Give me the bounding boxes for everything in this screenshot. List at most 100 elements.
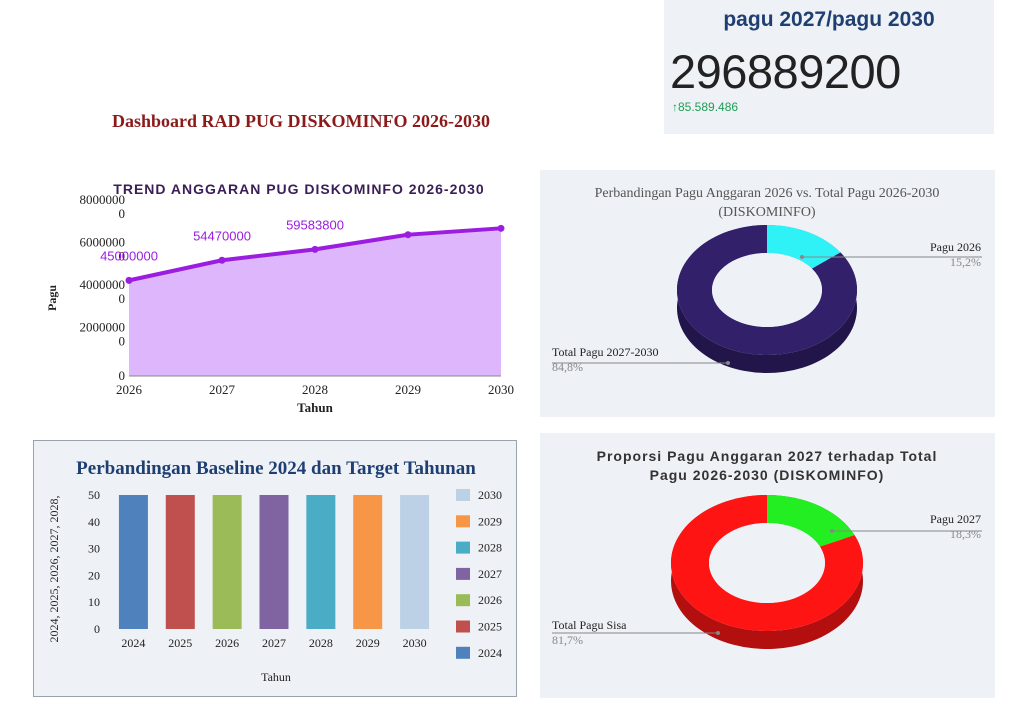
x-axis-label: Tahun: [297, 400, 333, 415]
slice-percent: 18,3%: [950, 527, 981, 541]
data-label: 59583800: [286, 217, 344, 232]
y-tick-label: 40: [88, 515, 100, 529]
donut-hole: [712, 253, 822, 327]
arrow-up-icon: ↑: [672, 100, 678, 114]
data-label: 54470000: [193, 228, 251, 243]
legend-swatch: [456, 620, 470, 633]
leader-dot: [726, 361, 730, 365]
legend-label: 2025: [478, 620, 502, 634]
x-tick-label: 2029: [356, 636, 380, 650]
data-point: [404, 231, 412, 239]
baseline-bar-chart: Perbandingan Baseline 2024 dan Target Ta…: [47, 458, 502, 684]
slice-label: Pagu 2027: [930, 512, 981, 526]
kpi-card: pagu 2027/pagu 2030 296889200 ↑85.589.48…: [664, 0, 994, 134]
donut-slice: [670, 495, 863, 631]
slice-percent: 84,8%: [552, 360, 583, 374]
y-tick-label: 6000000: [80, 235, 126, 250]
legend-label: 2029: [478, 514, 502, 528]
kpi-value: 296889200: [670, 45, 901, 98]
slice-label: Pagu 2026: [930, 240, 981, 254]
kpi-delta: ↑85.589.486: [672, 100, 738, 114]
chart-title: (DISKOMINFO): [718, 205, 816, 220]
x-tick-label: 2025: [168, 636, 192, 650]
bar: [353, 495, 383, 629]
y-tick-label: 30: [88, 542, 100, 556]
bar: [212, 495, 242, 629]
dashboard-title: Dashboard RAD PUG DISKOMINFO 2026-2030: [112, 111, 491, 131]
x-tick-label: 2024: [121, 636, 145, 650]
chart-title: Proporsi Pagu Anggaran 2027 terhadap Tot…: [597, 448, 938, 464]
slice-label: Total Pagu Sisa: [552, 618, 627, 632]
bar: [259, 495, 289, 629]
kpi-delta-value: 85.589.486: [678, 100, 739, 114]
x-axis-label: Tahun: [261, 670, 291, 684]
legend-swatch: [456, 489, 470, 501]
donut-2027-panel: Proporsi Pagu Anggaran 2027 terhadap Tot…: [540, 433, 995, 698]
y-axis-label: Pagu: [45, 285, 59, 311]
area-fill: [129, 228, 501, 376]
y-tick-label: 50: [88, 488, 100, 502]
chart-title: Pagu 2026-2030 (DISKOMINFO): [650, 467, 885, 483]
donut-hole: [709, 523, 825, 603]
trend-chart-panel: TREND ANGGARAN PUG DISKOMINFO 2026-2030 0…: [40, 170, 528, 420]
x-tick-label: 2027: [262, 636, 286, 650]
trend-chart: TREND ANGGARAN PUG DISKOMINFO 2026-2030 0…: [45, 181, 514, 415]
data-point: [311, 245, 319, 253]
y-tick-label: 2000000: [80, 320, 126, 335]
donut-slice: [767, 495, 855, 547]
y-tick-label-wrap: 0: [119, 206, 126, 221]
slice-percent: 15,2%: [950, 255, 981, 269]
chart-title: Perbandingan Baseline 2024 dan Target Ta…: [76, 458, 476, 479]
bar: [306, 495, 336, 629]
donut-2027-chart: Proporsi Pagu Anggaran 2027 terhadap Tot…: [552, 448, 982, 649]
leader-dot: [830, 529, 834, 533]
legend-label: 2028: [478, 541, 502, 555]
donut-slice: [767, 225, 841, 269]
legend-label: 2024: [478, 646, 502, 660]
bar: [118, 495, 148, 629]
baseline-bar-panel: Perbandingan Baseline 2024 dan Target Ta…: [33, 440, 517, 697]
slice-label: Total Pagu 2027-2030: [552, 345, 658, 359]
donut-2026-panel: Perbandingan Pagu Anggaran 2026 vs. Tota…: [540, 170, 995, 417]
chart-title: TREND ANGGARAN PUG DISKOMINFO 2026-2030: [113, 181, 484, 197]
legend-label: 2026: [478, 593, 502, 607]
x-tick-label: 2030: [403, 636, 427, 650]
x-tick-label: 2026: [116, 382, 143, 397]
legend-label: 2027: [478, 567, 502, 581]
y-axis-label: 2024, 2025, 2026, 2027, 2028,: [47, 496, 61, 643]
chart-title: Perbandingan Pagu Anggaran 2026 vs. Tota…: [595, 186, 940, 201]
legend-swatch: [456, 594, 470, 607]
donut-slice: [677, 225, 857, 356]
y-tick-label: 20: [88, 568, 100, 582]
legend-swatch: [456, 515, 470, 528]
x-tick-label: 2028: [309, 636, 333, 650]
y-tick-label-wrap: 0: [119, 334, 126, 349]
x-tick-label: 2027: [209, 382, 236, 397]
y-tick-label: 4000000: [80, 277, 126, 292]
x-tick-label: 2029: [395, 382, 421, 397]
legend-label: 2030: [478, 488, 502, 502]
slice-percent: 81,7%: [552, 633, 583, 647]
y-tick-label: 10: [88, 595, 100, 609]
y-tick-label: 8000000: [80, 192, 126, 207]
legend-swatch: [456, 646, 470, 659]
bar: [400, 495, 430, 629]
data-label: 45000000: [100, 248, 158, 263]
x-tick-label: 2030: [488, 382, 514, 397]
data-point: [125, 276, 133, 284]
x-tick-label: 2026: [215, 636, 239, 650]
donut-2026-chart: Perbandingan Pagu Anggaran 2026 vs. Tota…: [552, 186, 982, 374]
y-tick-label: 0: [94, 622, 100, 636]
legend-swatch: [456, 541, 470, 554]
data-point: [497, 224, 505, 232]
kpi-title: pagu 2027/pagu 2030: [723, 8, 935, 31]
leader-dot: [716, 631, 720, 635]
bar: [165, 495, 195, 629]
legend-swatch: [456, 567, 470, 580]
y-tick-label: 0: [119, 368, 126, 383]
y-tick-label-wrap: 0: [119, 249, 126, 264]
data-point: [218, 256, 226, 264]
leader-dot: [800, 255, 804, 259]
y-tick-label-wrap: 0: [119, 291, 126, 306]
x-tick-label: 2028: [302, 382, 328, 397]
